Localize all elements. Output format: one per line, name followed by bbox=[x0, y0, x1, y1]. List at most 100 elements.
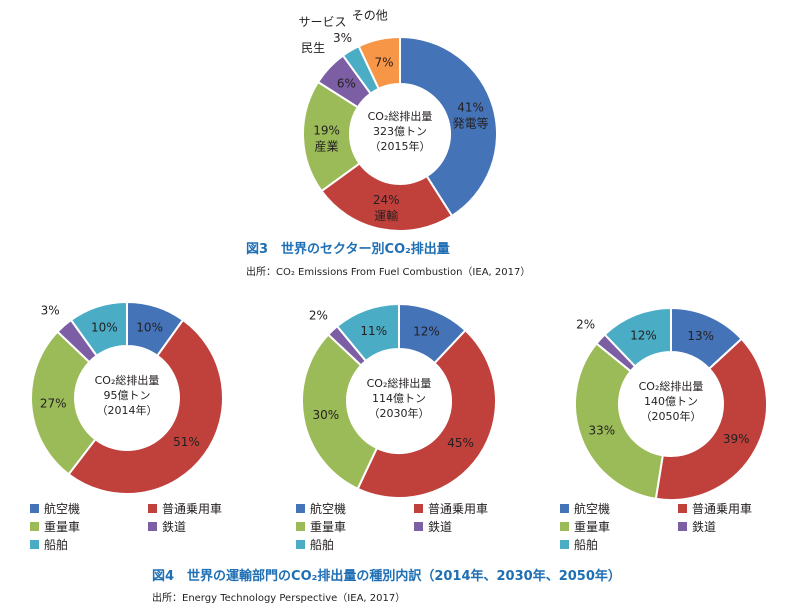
slice-value-label: 13% bbox=[687, 329, 714, 343]
slice-value-label: 33% bbox=[589, 423, 616, 437]
slice-普通乗用車 bbox=[356, 328, 497, 499]
legend-label: 重量車 bbox=[574, 520, 611, 534]
legend-swatch bbox=[296, 522, 305, 531]
slice-category-label: 運輸 bbox=[374, 208, 398, 223]
legend-group-1: 航空機 普通乗用車重量車 鉄道船舶 bbox=[30, 500, 270, 556]
slice-value-label: 30% bbox=[312, 408, 339, 422]
slice-value-label: 2% bbox=[309, 309, 328, 323]
legend-group-3: 航空機 普通乗用車重量車 鉄道船舶 bbox=[560, 500, 800, 556]
slice-船舶 bbox=[603, 306, 672, 368]
slice-value-label: 10% bbox=[91, 321, 118, 335]
legend-item: 船舶 bbox=[560, 536, 598, 553]
slice-普通乗用車 bbox=[654, 337, 768, 501]
center-text-line: CO₂総排出量 bbox=[639, 379, 704, 393]
legend-label: 航空機 bbox=[44, 502, 81, 516]
slice-category-label: その他 bbox=[352, 9, 388, 23]
center-text-line: CO₂総排出量 bbox=[95, 373, 160, 387]
legend-label: 鉄道 bbox=[162, 520, 187, 534]
legend-swatch bbox=[560, 522, 569, 531]
slice-重量車 bbox=[574, 342, 664, 500]
center-text-line: （2050年） bbox=[641, 409, 702, 423]
legend-swatch bbox=[678, 504, 687, 513]
legend-swatch bbox=[296, 540, 305, 549]
legend-item: 普通乗用車 bbox=[678, 500, 752, 517]
legend-label: 普通乗用車 bbox=[162, 502, 223, 516]
legend-item: 船舶 bbox=[30, 536, 68, 553]
legend-label: 鉄道 bbox=[428, 520, 453, 534]
legend-label: 航空機 bbox=[310, 502, 347, 516]
legend-swatch bbox=[414, 504, 423, 513]
center-text-line: CO₂総排出量 bbox=[368, 109, 433, 123]
donut-chart-1: 41% 発電等 24%運輸 19%産業 6% 民生 3% サービス 7% その他 CO₂総排出量 32… bbox=[299, 9, 498, 232]
center-text-line: 95億トン bbox=[104, 389, 151, 402]
legend-label: 普通乗用車 bbox=[428, 502, 489, 516]
slice-普通乗用車 bbox=[67, 318, 224, 495]
legend-label: 重量車 bbox=[310, 520, 347, 534]
slice-その他 bbox=[357, 35, 401, 91]
slice-value-label: 6% bbox=[337, 77, 356, 91]
center-text-line: （2014年） bbox=[97, 403, 158, 417]
legend-swatch bbox=[414, 522, 423, 531]
slice-重量車 bbox=[301, 333, 379, 491]
slice-value-label: 3% bbox=[41, 303, 60, 317]
slice-value-label: 3% bbox=[333, 31, 352, 45]
slice-value-label: 45% bbox=[447, 436, 474, 450]
legend-label: 船舶 bbox=[44, 538, 69, 552]
slice-船舶 bbox=[69, 300, 128, 358]
legend-swatch bbox=[148, 504, 157, 513]
slice-value-label: 39% bbox=[723, 432, 750, 446]
center-text-line: （2030年） bbox=[369, 406, 430, 420]
legend-item: 鉄道 bbox=[148, 518, 186, 535]
slice-value-label: 12% bbox=[413, 325, 440, 339]
slice-value-label: 7% bbox=[374, 55, 393, 69]
fig3-source: 出所：CO₂ Emissions From Fuel Combustion（IE… bbox=[246, 267, 531, 278]
slice-運輸 bbox=[320, 161, 454, 232]
donut-chart-3: 12% 45% 30% 2% 11% CO₂総排出量 114億トン（2030年） bbox=[301, 302, 497, 499]
legend-swatch bbox=[560, 540, 569, 549]
slice-value-label: 11% bbox=[360, 324, 387, 338]
slice-value-label: 24% bbox=[373, 193, 400, 207]
donut-chart-4: 13% 39% 33% 2% 12% CO₂総排出量 140億トン（2050年） bbox=[574, 306, 768, 501]
legend-item: 重量車 bbox=[296, 518, 346, 535]
legend-label: 航空機 bbox=[574, 502, 611, 516]
slice-value-label: 41% bbox=[457, 100, 484, 114]
legend-group-2: 航空機 普通乗用車重量車 鉄道船舶 bbox=[296, 500, 536, 556]
center-text-line: 114億トン bbox=[372, 392, 426, 405]
slice-value-label: 51% bbox=[173, 435, 200, 449]
center-text-line: CO₂総排出量 bbox=[367, 376, 432, 390]
legend-item: 普通乗用車 bbox=[148, 500, 222, 517]
legend-item: 鉄道 bbox=[678, 518, 716, 535]
slice-value-label: 10% bbox=[136, 321, 163, 335]
slice-重量車 bbox=[30, 330, 97, 476]
legend-item: 鉄道 bbox=[414, 518, 452, 535]
donut-chart-2: 10% 51% 27% 3% 10% CO₂総排出量 95億トン（2014年） bbox=[30, 300, 224, 495]
legend-item: 航空機 bbox=[560, 500, 610, 517]
legend-label: 鉄道 bbox=[692, 520, 717, 534]
fig4-source: 出所：Energy Technology Perspective（IEA, 20… bbox=[152, 593, 406, 604]
slice-category-label: 発電等 bbox=[453, 116, 489, 130]
slice-value-label: 2% bbox=[576, 318, 595, 332]
legend-swatch bbox=[30, 522, 39, 531]
slice-発電等 bbox=[399, 35, 498, 218]
slice-value-label: 27% bbox=[40, 397, 67, 411]
legend-item: 船舶 bbox=[296, 536, 334, 553]
slice-category-label: 産業 bbox=[315, 138, 339, 153]
legend-item: 航空機 bbox=[30, 500, 80, 517]
slice-value-label: 12% bbox=[630, 328, 657, 342]
center-text-line: 323億トン bbox=[373, 125, 427, 138]
legend-swatch bbox=[148, 522, 157, 531]
legend-swatch bbox=[30, 504, 39, 513]
legend-swatch bbox=[296, 504, 305, 513]
slice-category-label: 民生 bbox=[301, 41, 325, 55]
fig3-title: 図3 世界のセクター別CO₂排出量 bbox=[246, 242, 450, 257]
legend-item: 普通乗用車 bbox=[414, 500, 488, 517]
legend-item: 重量車 bbox=[560, 518, 610, 535]
center-text-line: （2015年） bbox=[370, 139, 431, 153]
legend-label: 船舶 bbox=[310, 538, 335, 552]
legend-swatch bbox=[678, 522, 687, 531]
fig4-title: 図4 世界の運輸部門のCO₂排出量の種別内訳（2014年、2030年、2050年… bbox=[152, 569, 621, 584]
legend-label: 船舶 bbox=[574, 538, 599, 552]
legend-label: 重量車 bbox=[44, 520, 81, 534]
slice-value-label: 19% bbox=[313, 123, 340, 137]
